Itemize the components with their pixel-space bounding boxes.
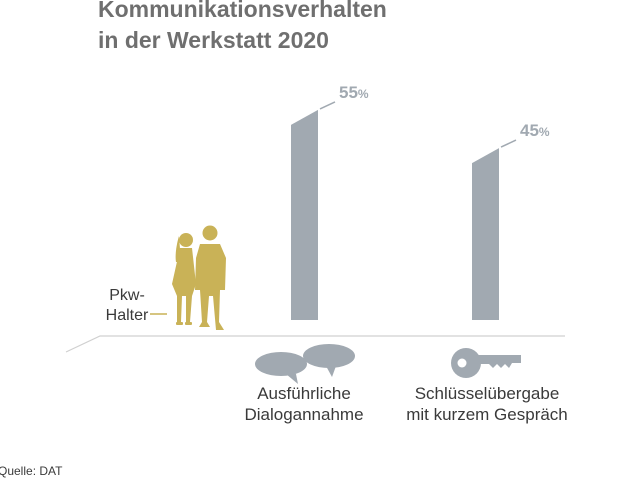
floor-line <box>65 335 565 353</box>
bar <box>472 148 499 320</box>
key-icon <box>451 348 521 378</box>
bars-group: 55% 45% <box>291 83 550 321</box>
pkw-halter-label: Pkw- Halter <box>100 286 154 326</box>
people-icon <box>172 225 226 330</box>
category-label-line: Dialogannahme <box>244 405 364 424</box>
category-label-dialogannahme: Ausführliche Dialogannahme <box>229 383 379 425</box>
category-label-schluesseluebergabe: Schlüsselübergabe mit kurzem Gespräch <box>392 383 582 425</box>
category-label-line: mit kurzem Gespräch <box>406 405 568 424</box>
title-line-1: Kommunikationsverhalten <box>98 0 387 22</box>
category-label-line: Schlüsselübergabe <box>414 384 560 403</box>
category-label-line: Ausführliche <box>257 384 351 403</box>
value-label: 55% <box>339 83 369 102</box>
pkw-label-line-1: Pkw- <box>109 287 145 304</box>
chart-title: Kommunikationsverhalten in der Werkstatt… <box>98 0 518 56</box>
source-note: Quelle: DAT <box>0 464 63 478</box>
title-line-2: in der Werkstatt 2020 <box>98 27 329 53</box>
value-label: 45% <box>520 121 550 140</box>
pkw-label-line-2: Halter <box>105 307 149 324</box>
value-leader-line <box>500 139 517 148</box>
bar <box>291 109 318 321</box>
value-leader-line <box>319 101 336 110</box>
speech-bubbles-icon <box>255 344 355 384</box>
